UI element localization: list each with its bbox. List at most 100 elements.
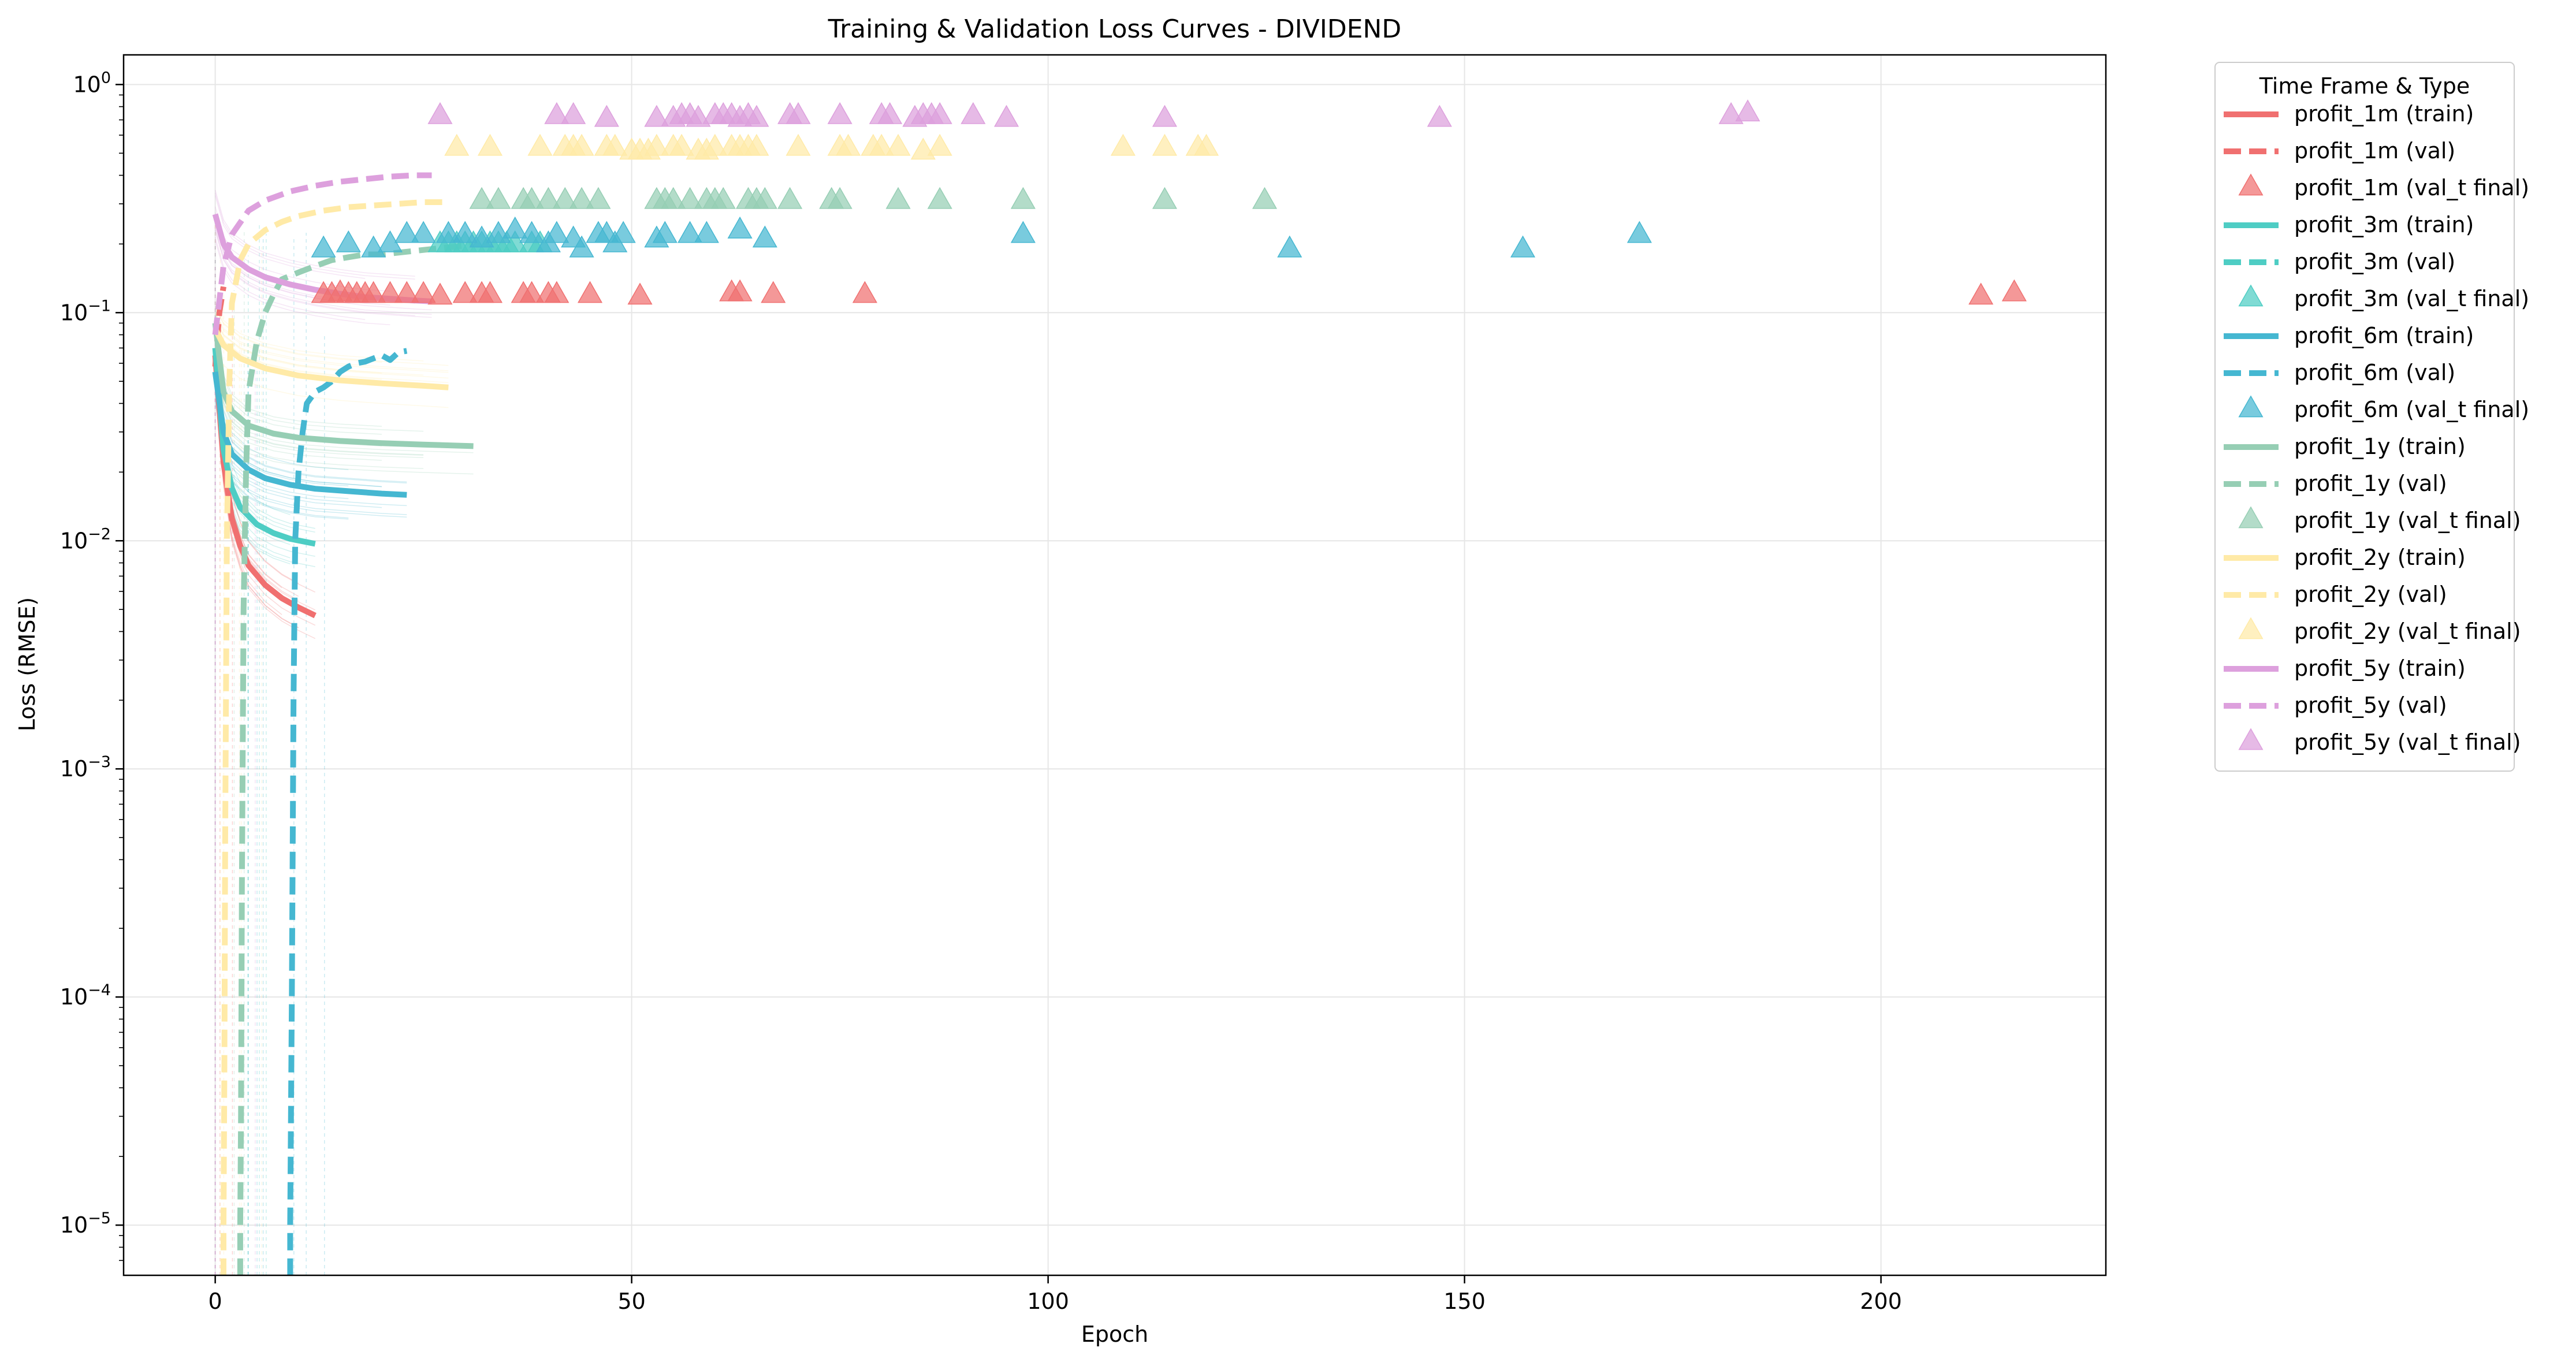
final-marker-5y [561, 102, 586, 124]
faint-train-curve [214, 307, 382, 363]
faint-train-curve [214, 318, 424, 376]
legend-val-label-5y: profit_5y (val) [2294, 693, 2447, 718]
final-marker-6m [569, 235, 594, 258]
faint-train-curve [214, 222, 432, 311]
final-marker-6m [1277, 235, 1302, 258]
y-tick-label: 100 [73, 69, 111, 97]
final-marker-1y [535, 187, 561, 209]
faint-train-curve [214, 240, 390, 326]
val-curve-2y [221, 199, 449, 1275]
legend-val-label-3m: profit_3m (val) [2294, 249, 2455, 274]
final-marker-2y [927, 133, 952, 156]
final-marker-5y [877, 102, 903, 124]
final-marker-1m [544, 281, 569, 303]
chart-title: Training & Validation Loss Curves - DIVI… [828, 14, 1402, 44]
final-marker-1m [411, 281, 436, 303]
final-marker-6m [336, 230, 361, 252]
final-marker-1m [452, 281, 478, 303]
final-marker-1y [569, 187, 594, 209]
x-tick-label: 0 [209, 1289, 222, 1314]
final-marker-1y [1010, 187, 1036, 209]
final-marker-6m [394, 221, 419, 243]
faint-train-curve [214, 229, 415, 316]
final-marker-1m [361, 281, 386, 303]
x-tick-label: 50 [617, 1289, 645, 1314]
final-marker-2y [836, 133, 861, 156]
legend-final-swatch-1m [2238, 173, 2264, 196]
aggregate-curves [212, 172, 474, 1275]
faint-train-curve [214, 350, 349, 470]
final-marker-5y [1152, 105, 1178, 127]
legend-val-label-6m: profit_6m (val) [2294, 360, 2455, 385]
final-marker-6m [435, 221, 461, 243]
faint-train-curve [214, 319, 449, 379]
x-tick-label: 100 [1027, 1289, 1069, 1314]
train-curve-3m [212, 348, 316, 547]
y-tick-label: 10−3 [60, 753, 111, 781]
legend-train-label-3m: profit_3m (train) [2294, 212, 2474, 237]
legend-val-label-1y: profit_1y (val) [2294, 471, 2447, 496]
final-marker-5y [927, 102, 952, 124]
final-marker-6m [452, 221, 478, 243]
train-curve-6m [212, 371, 407, 498]
val-curve-6m [287, 348, 408, 1275]
final-marker-6m [752, 225, 777, 248]
final-marker-5y [1735, 99, 1760, 122]
legend-final-swatch-2y [2238, 617, 2264, 639]
final-marker-1y [777, 187, 803, 209]
final-marker-6m [519, 221, 545, 243]
final-marker-2y [569, 133, 594, 156]
final-marker-2y [644, 133, 669, 156]
faint-train-curve [214, 236, 366, 321]
legend-val-label-1m: profit_1m (val) [2294, 138, 2455, 163]
legend-train-label-2y: profit_2y (train) [2294, 545, 2466, 570]
final-marker-1y [827, 187, 853, 209]
legend-final-label-1m: profit_1m (val_t final) [2294, 175, 2529, 200]
faint-train-curve [214, 192, 415, 280]
faint-train-curve [214, 340, 382, 461]
legend-final-label-6m: profit_6m (val_t final) [2294, 397, 2529, 422]
final-marker-1m [578, 281, 603, 303]
final-marker-1y [752, 187, 777, 209]
legend-final-swatch-3m [2238, 284, 2264, 307]
final-marker-6m [311, 235, 336, 258]
legend-box [2214, 62, 2515, 772]
final-marker-1y [486, 187, 511, 209]
final-marker-1y [885, 187, 911, 209]
final-marker-1m [377, 281, 403, 303]
y-tick-label: 10−4 [60, 981, 111, 1010]
final-marker-1m [627, 282, 653, 305]
y-tick-label: 10−2 [60, 525, 111, 553]
final-marker-1m [2001, 279, 2027, 302]
y-axis-label: Loss (RMSE) [14, 597, 40, 731]
legend-final-label-3m: profit_3m (val_t final) [2294, 286, 2529, 311]
final-marker-1y [927, 187, 952, 209]
legend-train-label-5y: profit_5y (train) [2294, 656, 2466, 681]
legend-train-label-1y: profit_1y (train) [2294, 434, 2466, 459]
final-marker-2y [602, 133, 628, 156]
final-marker-6m [727, 216, 753, 239]
final-marker-5y [544, 102, 569, 124]
final-marker-1y [1252, 187, 1278, 209]
legend-final-label-2y: profit_2y (val_t final) [2294, 619, 2521, 644]
final-marker-2y [1152, 133, 1178, 156]
final-marker-2y [869, 133, 894, 156]
final-marker-5y [744, 105, 769, 127]
final-marker-2y [1110, 133, 1136, 156]
final-marker-6m [1010, 221, 1036, 243]
final-marker-2y [702, 133, 728, 156]
faint-train-curve [214, 310, 424, 432]
legend-final-swatch-5y [2238, 728, 2264, 750]
final-marker-6m [652, 221, 677, 243]
final-marker-6m [502, 216, 528, 239]
final-marker-2y [527, 133, 553, 156]
y-tick-label: 10−1 [60, 297, 111, 325]
legend-final-label-1y: profit_1y (val_t final) [2294, 508, 2521, 533]
final-marker-6m [544, 221, 569, 243]
legend-final-swatch-1y [2238, 506, 2264, 528]
legend: Time Frame & Type profit_1m (train) profi… [2214, 62, 2529, 772]
final-marker-6m [1626, 221, 1652, 243]
faint-train-curve [214, 189, 415, 277]
final-marker-1y [677, 187, 703, 209]
final-marker-5y [594, 105, 619, 127]
